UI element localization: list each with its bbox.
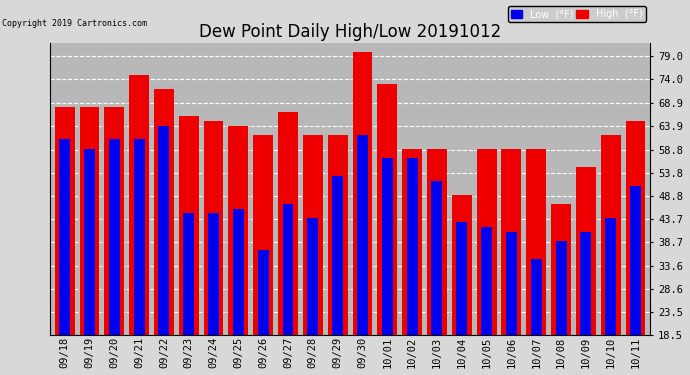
Bar xyxy=(303,135,323,375)
Bar xyxy=(576,167,595,375)
Bar xyxy=(427,148,447,375)
Bar xyxy=(431,181,442,375)
Bar xyxy=(79,107,99,375)
Bar xyxy=(502,148,522,375)
Bar xyxy=(605,218,616,375)
Bar xyxy=(477,148,497,375)
Bar xyxy=(377,84,397,375)
Bar xyxy=(258,250,268,375)
Bar xyxy=(129,75,149,375)
Bar xyxy=(184,213,194,375)
Bar xyxy=(406,158,417,375)
Bar xyxy=(55,107,75,375)
Bar xyxy=(506,232,517,375)
Bar xyxy=(402,148,422,375)
Bar xyxy=(481,227,492,375)
Bar xyxy=(456,222,467,375)
Bar xyxy=(134,140,144,375)
Bar xyxy=(179,116,199,375)
Title: Dew Point Daily High/Low 20191012: Dew Point Daily High/Low 20191012 xyxy=(199,23,501,41)
Bar xyxy=(353,52,373,375)
Bar xyxy=(278,112,298,375)
Bar xyxy=(601,135,620,375)
Bar xyxy=(208,213,219,375)
Bar xyxy=(282,204,293,375)
Bar xyxy=(630,186,641,375)
Bar xyxy=(551,204,571,375)
Bar xyxy=(382,158,393,375)
Bar xyxy=(531,259,542,375)
Bar xyxy=(452,195,472,375)
Bar xyxy=(555,241,566,375)
Bar xyxy=(228,126,248,375)
Bar xyxy=(307,218,318,375)
Legend: Low  (°F), High  (°F): Low (°F), High (°F) xyxy=(508,6,646,22)
Bar xyxy=(526,148,546,375)
Bar xyxy=(626,121,645,375)
Bar xyxy=(357,135,368,375)
Bar xyxy=(328,135,348,375)
Bar xyxy=(233,209,244,375)
Bar xyxy=(104,107,124,375)
Bar xyxy=(59,140,70,375)
Bar xyxy=(84,148,95,375)
Text: Copyright 2019 Cartronics.com: Copyright 2019 Cartronics.com xyxy=(1,19,147,28)
Bar xyxy=(109,140,120,375)
Bar xyxy=(580,232,591,375)
Bar xyxy=(204,121,224,375)
Bar xyxy=(154,88,174,375)
Bar xyxy=(332,176,343,375)
Bar xyxy=(159,126,169,375)
Bar xyxy=(253,135,273,375)
